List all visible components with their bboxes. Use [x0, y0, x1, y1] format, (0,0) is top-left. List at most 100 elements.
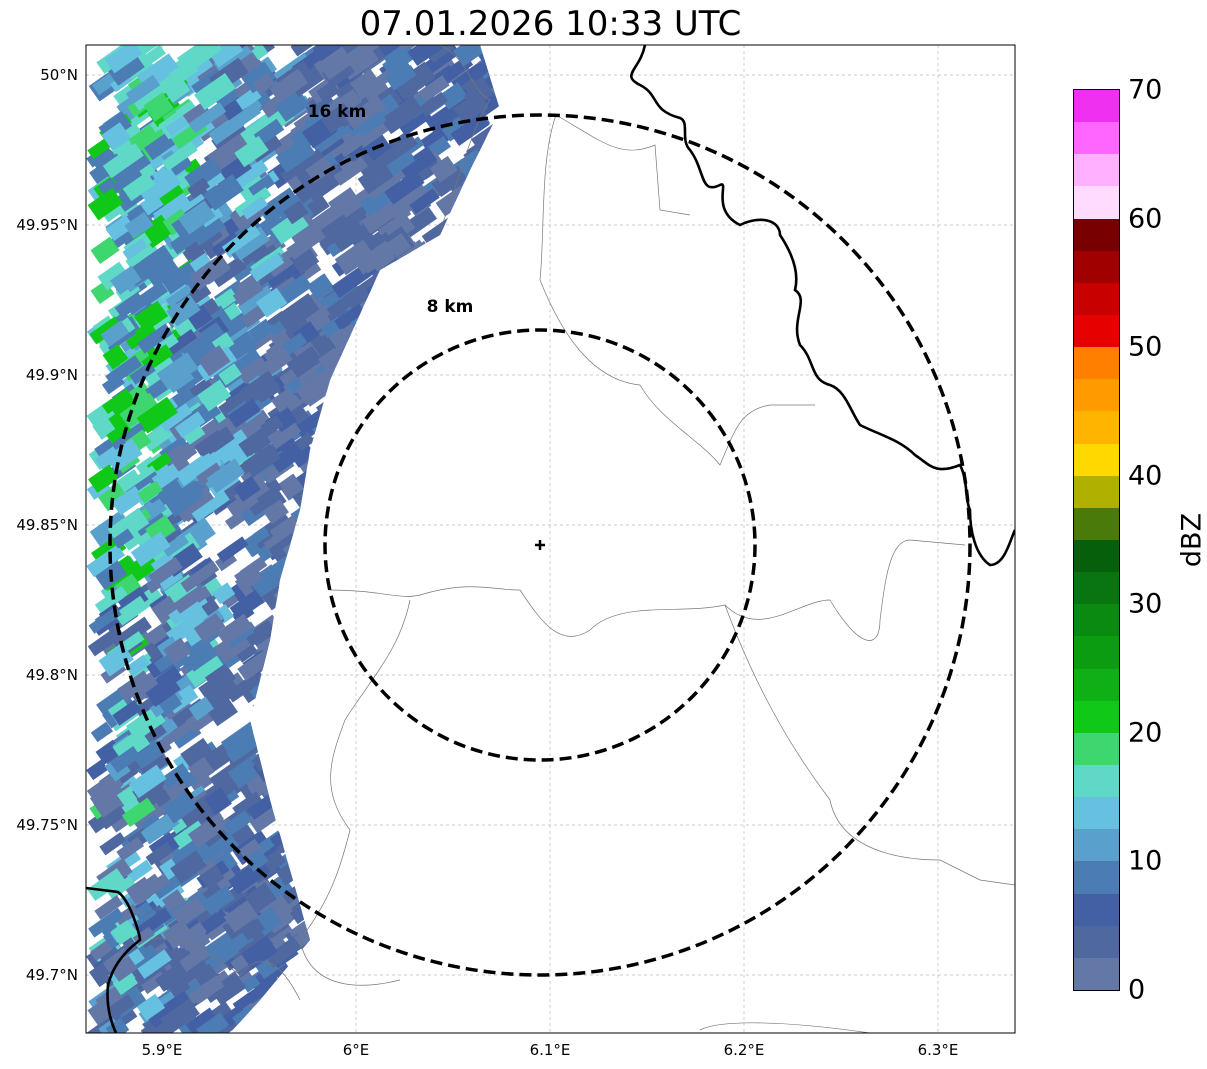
echo-cell	[86, 544, 125, 578]
echo-cell	[298, 587, 337, 621]
echo-cell	[344, 1016, 368, 1033]
echo-cell	[422, 317, 457, 346]
echo-cell	[480, 634, 500, 664]
echo-cell	[465, 446, 494, 473]
echo-cell	[365, 597, 403, 631]
echo-cell	[514, 105, 544, 133]
echo-cell	[443, 477, 477, 509]
echo-cell	[333, 757, 373, 790]
echo-cell	[499, 719, 500, 746]
echo-cell	[244, 619, 276, 647]
echo-cell	[462, 178, 500, 216]
echo-cell	[457, 655, 492, 687]
echo-cell	[377, 964, 414, 995]
echo-cell	[474, 608, 500, 635]
echo-cell	[400, 815, 433, 844]
echo-cell	[476, 478, 500, 511]
echo-cell	[291, 550, 324, 579]
echo-cell	[485, 991, 500, 1026]
echo-cell	[358, 633, 386, 661]
echo-cell	[317, 796, 356, 829]
echo-cell	[433, 384, 465, 414]
echo-cell	[386, 150, 416, 176]
echo-cell	[507, 244, 543, 275]
echo-cell	[360, 899, 400, 934]
colorbar-tick: 50	[1128, 331, 1163, 363]
echo-cell	[262, 1006, 289, 1030]
colorbar-tick: 0	[1128, 974, 1146, 1006]
echo-cell	[339, 480, 375, 512]
echo-cell	[495, 641, 500, 674]
echo-cell	[180, 737, 215, 770]
echo-cell	[497, 55, 500, 89]
echo-cell	[432, 588, 469, 620]
echo-cell	[404, 257, 442, 288]
colorbar-segment	[1074, 636, 1119, 669]
echo-cell	[209, 428, 252, 467]
echo-cell	[101, 122, 132, 151]
echo-cell	[403, 879, 434, 906]
echo-cell	[89, 316, 123, 345]
echo-cell	[511, 611, 551, 645]
colorbar-segment	[1074, 668, 1119, 701]
echo-cell	[320, 102, 355, 134]
echo-cell	[271, 640, 314, 678]
echo-cell	[489, 601, 500, 628]
echo-cell	[137, 480, 163, 504]
echo-cell	[494, 982, 500, 1007]
echo-cell	[490, 880, 500, 910]
echo-cell	[331, 264, 371, 299]
echo-cell	[370, 596, 400, 623]
echo-cell	[260, 414, 284, 437]
echo-cell	[513, 140, 541, 165]
echo-cell	[419, 387, 450, 414]
echo-cell	[436, 915, 470, 946]
echo-cell	[478, 863, 500, 890]
echo-cell	[252, 566, 289, 598]
echo-cell	[138, 281, 168, 307]
echo-cell	[459, 764, 491, 792]
echo-cell	[401, 424, 428, 449]
echo-cell	[453, 779, 488, 810]
echo-cell	[484, 985, 500, 1017]
echo-cell	[386, 657, 424, 689]
echo-cell	[358, 240, 396, 274]
echo-cell	[476, 934, 500, 967]
echo-cell	[419, 899, 441, 919]
echo-cell	[483, 514, 500, 548]
echo-cell	[392, 61, 436, 100]
echo-cell	[193, 963, 217, 986]
echo-cell	[500, 395, 538, 429]
echo-cell	[510, 213, 541, 240]
echo-cell	[493, 785, 500, 809]
echo-cell	[445, 676, 475, 703]
echo-cell	[319, 799, 344, 821]
echo-cell	[400, 958, 436, 989]
echo-cell	[373, 311, 417, 350]
echo-cell	[425, 101, 461, 133]
echo-cell	[399, 353, 436, 387]
echo-cell	[284, 605, 313, 633]
echo-cell	[496, 215, 500, 238]
echo-cell	[435, 808, 460, 834]
echo-cell	[213, 45, 254, 76]
echo-cell	[492, 757, 500, 788]
echo-cell	[368, 800, 404, 832]
echo-cell	[353, 598, 385, 629]
echo-cell	[361, 931, 390, 957]
echo-cell	[287, 814, 326, 850]
echo-cell	[158, 403, 193, 432]
echo-cell	[417, 563, 449, 590]
echo-cell	[482, 413, 500, 446]
echo-cell	[409, 434, 445, 465]
echo-cell	[338, 371, 376, 404]
colorbar-segment	[1074, 379, 1119, 412]
echo-cell	[306, 829, 344, 862]
echo-cell	[386, 528, 418, 558]
echo-cell	[351, 904, 389, 936]
echo-cell	[504, 770, 540, 802]
echo-cell	[486, 622, 500, 651]
echo-cell	[317, 858, 353, 892]
echo-cell	[513, 393, 538, 416]
echo-cell	[497, 490, 500, 516]
